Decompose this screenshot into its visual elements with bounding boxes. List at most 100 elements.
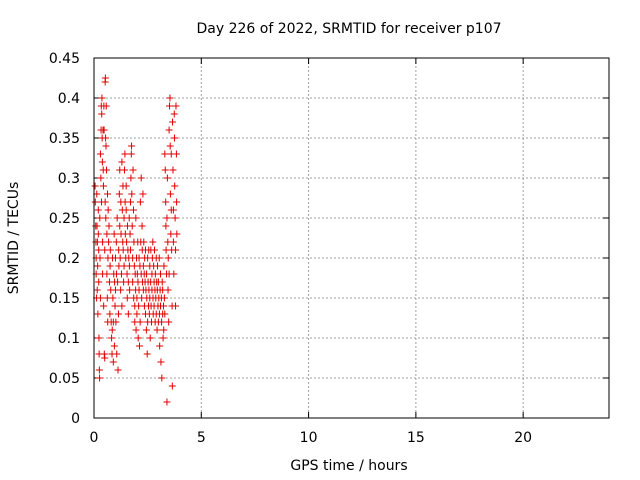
data-point xyxy=(115,190,123,198)
data-point xyxy=(165,318,173,326)
data-point xyxy=(91,182,99,190)
data-point xyxy=(171,214,179,222)
data-point xyxy=(95,366,103,374)
data-point xyxy=(121,150,129,158)
data-point xyxy=(123,294,131,302)
x-tick-label: 0 xyxy=(90,430,99,446)
data-point xyxy=(161,166,169,174)
data-point xyxy=(134,334,142,342)
data-point xyxy=(103,270,111,278)
data-point xyxy=(160,294,168,302)
data-point xyxy=(149,238,157,246)
data-point xyxy=(112,238,120,246)
x-tick-label: 10 xyxy=(300,430,318,446)
data-point xyxy=(117,286,125,294)
x-tick-label: 20 xyxy=(514,430,532,446)
data-point xyxy=(158,318,166,326)
data-point xyxy=(163,214,171,222)
data-point xyxy=(162,198,170,206)
data-point xyxy=(139,190,147,198)
data-point xyxy=(94,206,102,214)
data-point xyxy=(154,262,162,270)
data-point xyxy=(172,246,180,254)
data-point xyxy=(127,150,135,158)
data-point xyxy=(172,102,180,110)
data-point xyxy=(160,326,168,334)
data-point xyxy=(120,166,128,174)
data-point xyxy=(139,262,147,270)
data-point xyxy=(163,174,171,182)
data-point xyxy=(132,214,140,222)
x-tick-label: 5 xyxy=(197,430,206,446)
data-point xyxy=(102,142,110,150)
y-tick-label: 0.15 xyxy=(49,291,80,307)
tick-labels: 0 5 10 15 20 0 0.05 0.1 0.15 0.2 0.25 0.3 0.35 0.4 0.4… xyxy=(49,51,532,446)
data-point xyxy=(98,110,106,118)
data-point xyxy=(151,246,159,254)
data-point xyxy=(98,94,106,102)
data-point xyxy=(123,270,131,278)
data-point xyxy=(114,278,122,286)
data-point xyxy=(156,342,164,350)
data-point xyxy=(160,302,168,310)
data-point xyxy=(102,102,110,110)
data-point xyxy=(96,254,104,262)
data-point xyxy=(99,182,107,190)
data-point xyxy=(94,310,102,318)
data-point xyxy=(102,214,110,222)
data-point xyxy=(170,134,178,142)
data-point xyxy=(111,302,119,310)
data-point xyxy=(96,374,104,382)
data-point xyxy=(104,190,112,198)
data-point xyxy=(168,382,176,390)
data-point xyxy=(102,166,110,174)
data-point xyxy=(94,262,102,270)
data-point xyxy=(106,246,114,254)
y-axis-label: SRMTID / TECUs xyxy=(6,182,22,295)
data-point xyxy=(172,302,180,310)
data-point xyxy=(109,294,117,302)
data-points xyxy=(91,74,181,406)
data-point xyxy=(142,326,150,334)
data-point xyxy=(124,310,132,318)
data-point xyxy=(128,222,136,230)
data-point xyxy=(108,326,116,334)
data-point xyxy=(166,94,174,102)
data-point xyxy=(140,238,148,246)
data-point xyxy=(112,318,120,326)
data-point xyxy=(122,206,130,214)
data-point xyxy=(143,350,151,358)
data-point xyxy=(104,206,112,214)
data-point xyxy=(105,238,113,246)
data-point xyxy=(93,222,101,230)
data-point xyxy=(97,174,105,182)
y-tick-label: 0.05 xyxy=(49,371,80,387)
data-point xyxy=(157,358,165,366)
data-point xyxy=(100,126,108,134)
data-point xyxy=(91,198,99,206)
y-tick-label: 0.45 xyxy=(49,51,80,67)
data-point xyxy=(101,354,109,362)
data-point xyxy=(159,334,167,342)
data-point xyxy=(126,286,134,294)
y-tick-label: 0.35 xyxy=(49,131,80,147)
data-point xyxy=(95,278,103,286)
data-point xyxy=(157,270,165,278)
data-point xyxy=(166,142,174,150)
data-point xyxy=(167,230,175,238)
data-point xyxy=(126,246,134,254)
data-point xyxy=(96,150,104,158)
data-point xyxy=(160,262,168,270)
data-point xyxy=(113,350,121,358)
data-point xyxy=(102,134,110,142)
data-point xyxy=(155,254,163,262)
data-point xyxy=(165,126,173,134)
data-point xyxy=(169,206,177,214)
data-point xyxy=(93,286,101,294)
data-point xyxy=(133,310,141,318)
data-point xyxy=(118,302,126,310)
y-tick-label: 0.4 xyxy=(58,91,80,107)
data-point xyxy=(122,182,130,190)
data-point xyxy=(169,238,177,246)
